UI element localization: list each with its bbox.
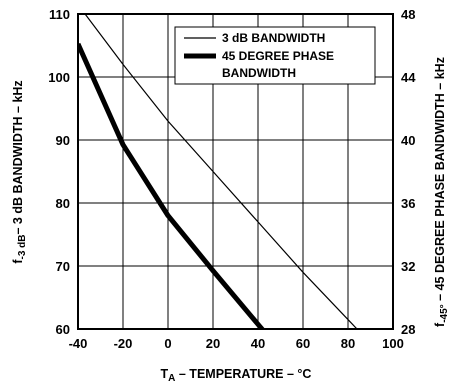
x-tick-label: 0 <box>164 336 171 351</box>
x-tick-label: -40 <box>69 336 88 351</box>
x-tick-label: -20 <box>114 336 133 351</box>
x-axis-label: TA – TEMPERATURE – °C <box>161 367 312 384</box>
legend: 3 dB BANDWIDTH 45 DEGREE PHASE BANDWIDTH <box>174 26 376 85</box>
left-y-tick-label: 70 <box>56 259 70 274</box>
series-line-3db-bandwidth <box>84 14 358 329</box>
x-tick-label: 80 <box>341 336 355 351</box>
left-y-tick-labels: 60 70 80 90 100 110 <box>48 7 70 337</box>
right-y-tick-label: 40 <box>401 133 415 148</box>
x-tick-label: 60 <box>296 336 310 351</box>
x-tick-label: 40 <box>251 336 265 351</box>
left-y-tick-label: 80 <box>56 196 70 211</box>
left-y-axis-label: f-3 dB– 3 dB BANDWIDTH – kHz <box>11 80 28 263</box>
left-y-tick-label: 90 <box>56 133 70 148</box>
x-tick-label: 20 <box>206 336 220 351</box>
legend-label-45deg-line2: BANDWIDTH <box>222 66 296 80</box>
legend-label-3db: 3 dB BANDWIDTH <box>222 31 325 45</box>
series-layer <box>78 14 358 329</box>
plot-frame <box>77 13 394 330</box>
series-line-45-degree-phase-bandwidth <box>78 42 266 329</box>
left-y-tick-label: 100 <box>48 70 70 85</box>
left-y-tick-label: 110 <box>49 7 70 22</box>
right-y-tick-label: 44 <box>401 70 416 85</box>
right-y-axis-label: f-45° – 45 DEGREE PHASE BANDWIDTH – kHz <box>433 57 450 327</box>
right-y-tick-label: 36 <box>401 196 415 211</box>
right-y-tick-label: 32 <box>401 259 415 274</box>
x-tick-labels: -40 -20 0 20 40 60 80 100 <box>69 336 404 351</box>
x-tick-label: 100 <box>382 336 404 351</box>
right-y-tick-label: 48 <box>401 7 415 22</box>
right-y-tick-label: 28 <box>401 322 415 337</box>
right-y-tick-labels: 28 32 36 40 44 48 <box>401 7 416 337</box>
left-y-tick-label: 60 <box>56 322 70 337</box>
legend-label-45deg-line1: 45 DEGREE PHASE <box>222 49 334 63</box>
